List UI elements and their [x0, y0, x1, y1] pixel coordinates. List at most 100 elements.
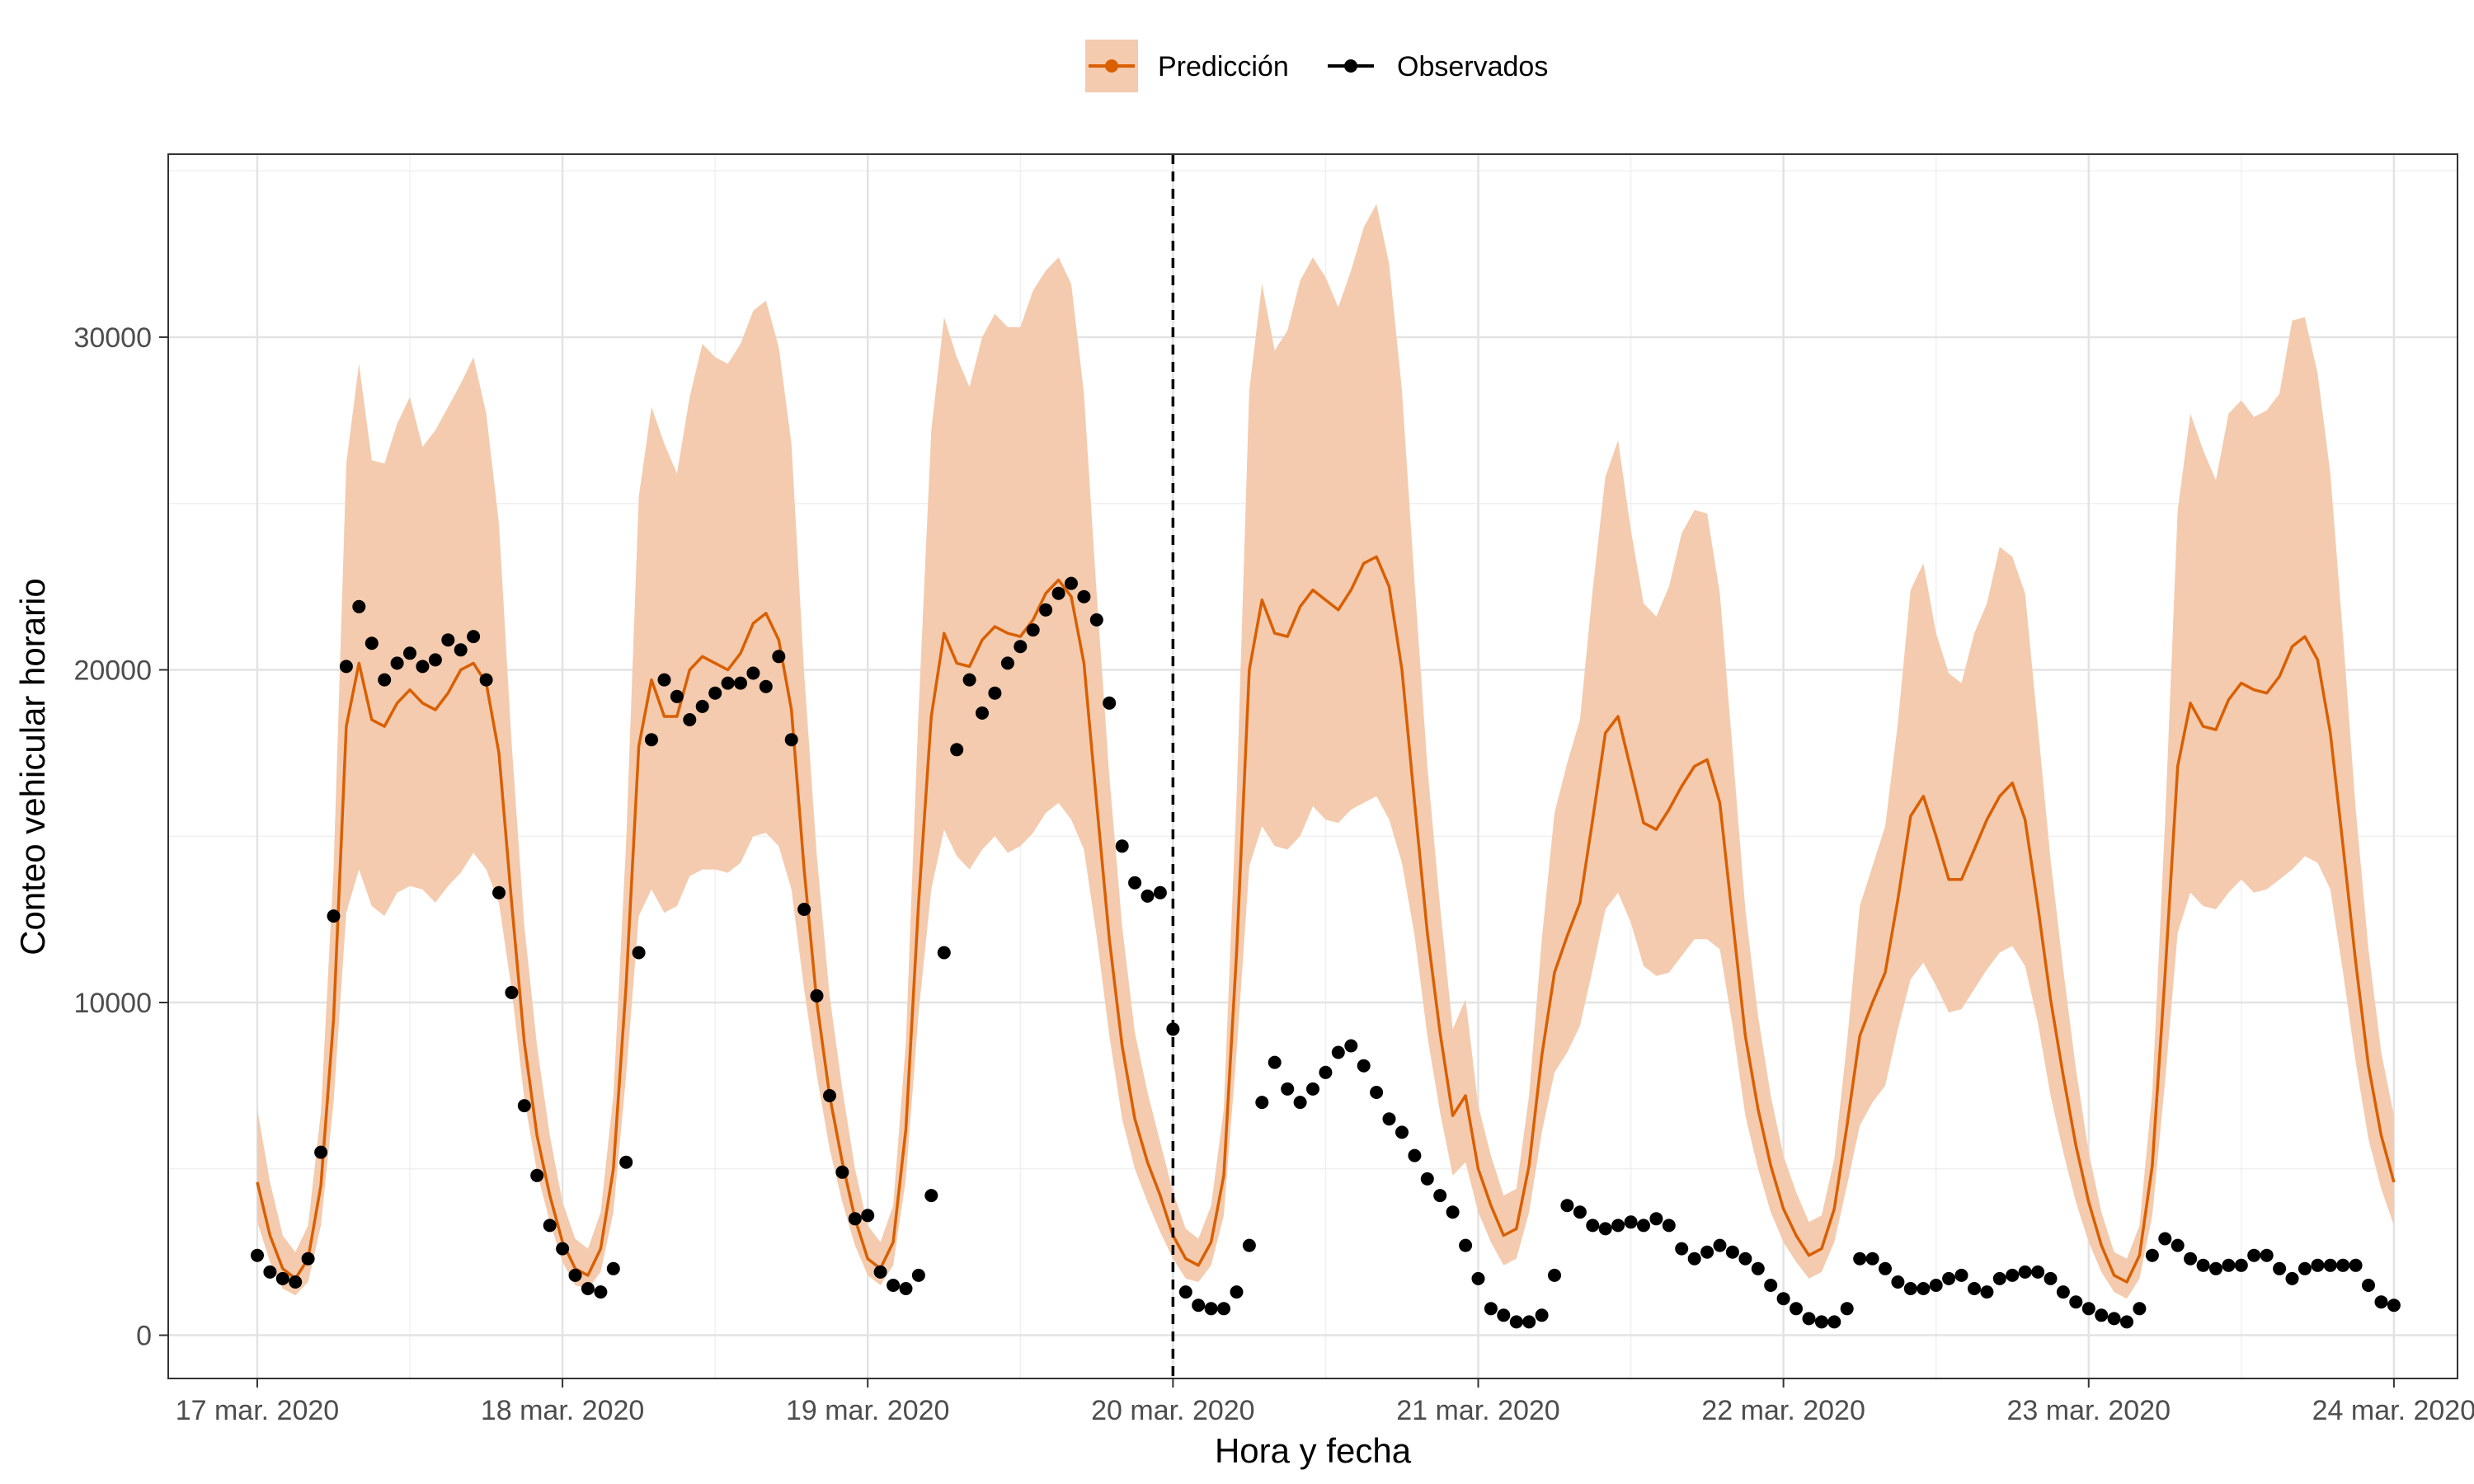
observed-point [606, 1261, 620, 1275]
observed-point [2056, 1285, 2070, 1299]
observed-point [1535, 1308, 1549, 1322]
panel-border [167, 153, 2458, 1379]
observed-point [657, 673, 671, 687]
observed-point [1624, 1215, 1638, 1229]
observed-point [1725, 1245, 1739, 1259]
observed-point [1408, 1148, 1422, 1162]
observed-point [2273, 1261, 2287, 1275]
observed-point [2298, 1261, 2312, 1275]
observed-point [1560, 1199, 1574, 1213]
observed-point [492, 885, 506, 899]
observed-point [2044, 1271, 2058, 1285]
observed-point [1687, 1252, 1701, 1266]
observed-point [1980, 1285, 1994, 1299]
observed-point [428, 653, 442, 667]
observed-point [365, 636, 379, 650]
observed-point [2069, 1295, 2083, 1309]
observed-point [568, 1268, 582, 1282]
observed-point [2285, 1271, 2299, 1285]
observed-point [1446, 1205, 1460, 1219]
observed-point [1917, 1282, 1931, 1295]
observed-point [797, 903, 811, 916]
observed-point [962, 673, 976, 687]
observed-point [301, 1252, 315, 1266]
observed-point [1204, 1302, 1218, 1316]
x-tick-label: 23 mar. 2020 [2007, 1395, 2171, 1426]
observed-point [1014, 640, 1028, 654]
observed-point [759, 679, 773, 693]
observed-point [289, 1275, 303, 1289]
observed-point [2387, 1298, 2401, 1313]
legend-item-prediccion: Predicción [1085, 40, 1289, 92]
observed-point [314, 1145, 328, 1159]
observed-point [2120, 1315, 2133, 1329]
observed-point [1497, 1308, 1511, 1322]
observed-point [1776, 1292, 1790, 1306]
observed-point [708, 686, 722, 700]
observed-point [1954, 1268, 1968, 1282]
observed-point [2171, 1238, 2185, 1252]
observed-point [275, 1271, 289, 1285]
prediction-series-line [256, 555, 2396, 1284]
observed-point [454, 643, 468, 657]
observed-point [1509, 1315, 1523, 1329]
observed-point [581, 1282, 595, 1295]
observed-point [1230, 1285, 1244, 1299]
observed-point [263, 1265, 277, 1279]
observed-point [1598, 1222, 1612, 1236]
observed-point [1141, 889, 1155, 903]
legend-point-key [1344, 59, 1357, 73]
observed-point [1929, 1279, 1943, 1292]
observed-point [1077, 589, 1091, 603]
prediction-band [257, 204, 2394, 1299]
observed-point [784, 733, 798, 747]
observed-point [1586, 1219, 1600, 1233]
observed-point [746, 666, 760, 680]
observed-point [530, 1168, 544, 1182]
observed-point [695, 699, 709, 713]
observed-point [1319, 1065, 1333, 1079]
y-axis-title: Conteo vehicular horario [13, 578, 52, 956]
observed-point [1115, 839, 1129, 853]
y-axis: 0 10000 20000 30000 [73, 322, 168, 1352]
observed-point [2196, 1258, 2210, 1272]
observed-point [2336, 1258, 2350, 1272]
legend-label-prediccion: Predicción [1158, 51, 1289, 82]
observed-point [2222, 1258, 2236, 1272]
observed-point [924, 1189, 938, 1203]
observed-point [1178, 1285, 1192, 1299]
observed-point [594, 1285, 608, 1299]
x-tick-label: 18 mar. 2020 [481, 1395, 644, 1426]
observed-point [1128, 876, 1142, 890]
observed-point [823, 1089, 836, 1102]
observed-point [2234, 1258, 2248, 1272]
y-tick-label: 20000 [73, 655, 152, 686]
observed-point [2362, 1279, 2375, 1292]
legend-item-observados: Observados [1328, 51, 1548, 82]
observed-point [1891, 1275, 1905, 1289]
observed-point [2031, 1265, 2045, 1279]
observed-point [2006, 1268, 2020, 1282]
observed-point [1738, 1252, 1752, 1266]
observed-point [505, 985, 519, 999]
observed-point [1293, 1096, 1307, 1110]
observed-point [887, 1279, 901, 1292]
observed-point [632, 946, 646, 960]
x-tick-label: 17 mar. 2020 [176, 1395, 339, 1426]
observed-point [1471, 1271, 1485, 1285]
observed-point [2374, 1295, 2388, 1309]
observed-point [390, 656, 404, 670]
observed-point [556, 1242, 570, 1256]
observed-point [251, 1248, 264, 1262]
observed-point [543, 1219, 557, 1233]
observed-point [1331, 1045, 1345, 1059]
prediction-line [256, 555, 2396, 1284]
observed-point [950, 743, 964, 757]
observed-point [899, 1282, 913, 1295]
observed-point [517, 1099, 531, 1113]
observed-point [1675, 1242, 1689, 1256]
legend-label-observados: Observados [1397, 51, 1548, 82]
observed-point [619, 1155, 633, 1169]
y-tick-label: 10000 [73, 988, 152, 1019]
